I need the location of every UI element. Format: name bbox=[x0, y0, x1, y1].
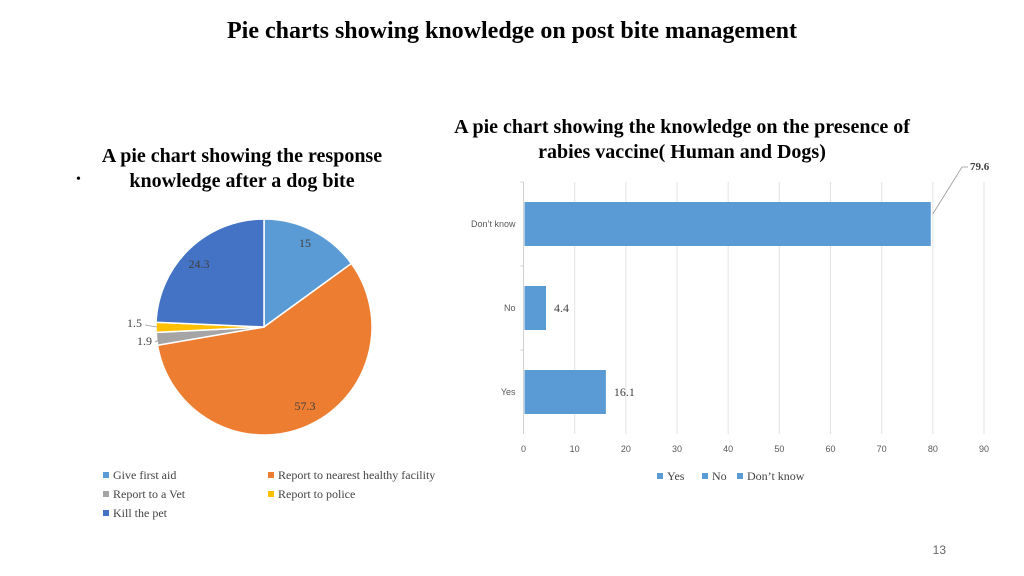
x-tick-label: 60 bbox=[825, 444, 835, 454]
pie-legend-item: Report to nearest healthy facility bbox=[268, 468, 435, 483]
y-category-label: No bbox=[504, 303, 516, 313]
y-category-label: Yes bbox=[501, 387, 516, 397]
pie-legend-item: Report to police bbox=[268, 487, 355, 502]
bar-leader-line bbox=[932, 166, 963, 215]
bar bbox=[524, 202, 931, 246]
pie-data-label: 15 bbox=[299, 236, 311, 250]
pie-data-label: 57.3 bbox=[295, 399, 316, 413]
legend-label: Kill the pet bbox=[113, 506, 167, 520]
bar-legend-item: Yes bbox=[657, 469, 684, 484]
legend-label: Yes bbox=[667, 469, 685, 483]
x-tick-label: 30 bbox=[672, 444, 682, 454]
pie-slice bbox=[263, 218, 353, 329]
legend-swatch bbox=[268, 491, 274, 497]
pie-data-label: 1.9 bbox=[137, 334, 152, 348]
legend-label: No bbox=[712, 469, 727, 483]
legend-label: Don’t know bbox=[747, 469, 805, 483]
legend-swatch bbox=[103, 491, 109, 497]
x-tick-label: 50 bbox=[774, 444, 784, 454]
legend-swatch bbox=[657, 473, 663, 479]
legend-swatch bbox=[702, 473, 708, 479]
legend-swatch bbox=[103, 510, 109, 516]
x-tick-label: 20 bbox=[621, 444, 631, 454]
pie-chart-title: A pie chart showing the response knowled… bbox=[101, 145, 383, 192]
bar-data-label: 4.4 bbox=[554, 301, 569, 315]
pie-legend-item: Give first aid bbox=[103, 468, 176, 483]
bar bbox=[524, 286, 547, 330]
bar bbox=[524, 370, 606, 414]
legend-swatch bbox=[103, 472, 109, 478]
legend-label: Give first aid bbox=[113, 468, 177, 482]
legend-swatch bbox=[737, 473, 743, 479]
bar-data-label: 16.1 bbox=[614, 385, 635, 399]
x-tick-label: 10 bbox=[570, 444, 580, 454]
page-number: 13 bbox=[932, 543, 946, 557]
bar-data-label: 79.6 bbox=[970, 161, 990, 173]
x-tick-label: 0 bbox=[521, 444, 526, 454]
slide-title: Pie charts showing knowledge on post bit… bbox=[226, 18, 797, 44]
pie-slice bbox=[156, 262, 373, 436]
bar-legend-item: No bbox=[702, 469, 727, 484]
pie-leader-line bbox=[154, 339, 160, 343]
pie-slice bbox=[155, 218, 265, 328]
pie-legend-item: Kill the pet bbox=[103, 506, 167, 521]
legend-label: Report to a Vet bbox=[113, 487, 186, 501]
pie-legend-item: Report to a Vet bbox=[103, 487, 185, 502]
x-tick-label: 80 bbox=[928, 444, 938, 454]
bar-legend-item: Don’t know bbox=[737, 469, 804, 484]
legend-label: Report to nearest healthy facility bbox=[278, 468, 436, 482]
legend-swatch bbox=[268, 472, 274, 478]
pie-data-label: 1.5 bbox=[127, 316, 142, 330]
y-category-label: Don’t know bbox=[471, 219, 516, 229]
legend-label: Report to police bbox=[278, 487, 356, 501]
pie-data-label: 24.3 bbox=[189, 257, 210, 271]
x-tick-label: 40 bbox=[723, 444, 733, 454]
bar-chart-title: A pie chart showing the knowledge on the… bbox=[454, 116, 910, 163]
bullet-icon: • bbox=[76, 172, 81, 187]
pie-leader-line bbox=[144, 324, 158, 328]
x-tick-label: 70 bbox=[877, 444, 887, 454]
x-tick-label: 90 bbox=[979, 444, 989, 454]
